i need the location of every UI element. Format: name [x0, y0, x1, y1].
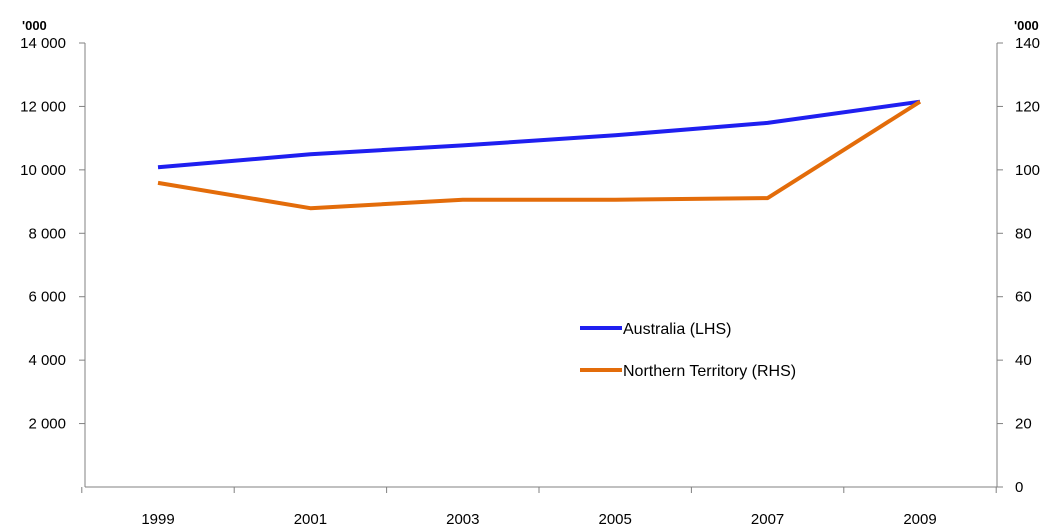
right-tick-label: 100: [1015, 162, 1040, 179]
right-tick-label: 60: [1015, 289, 1032, 306]
x-tick-label: 2001: [294, 511, 327, 528]
x-tick-label: 2005: [599, 511, 632, 528]
left-tick-label: 10 000: [20, 162, 66, 179]
series-line-northern-territory-rhs: [157, 100, 922, 211]
right-tick-label: 40: [1015, 352, 1032, 369]
left-tick-label: 4 000: [28, 352, 66, 369]
left-axis-unit: '000: [22, 18, 47, 33]
right-tick-label: 140: [1015, 35, 1040, 52]
legend: Australia (LHS) Northern Territory (RHS): [580, 321, 796, 380]
series-layer: [157, 99, 922, 211]
x-tick-label: 2009: [903, 511, 936, 528]
left-axis-ticks: 2 000 4 000 6 000 8 000 10 000 12 000 14 000: [20, 35, 85, 433]
series-line-australia-lhs: [157, 99, 921, 170]
left-tick-label: 12 000: [20, 98, 66, 115]
right-axis-unit: '000: [1014, 18, 1039, 33]
legend-label: Northern Territory (RHS): [623, 363, 796, 380]
x-axis-ticks: 1999 2001 2003 2005 2007 2009: [81, 487, 997, 528]
x-tick-label: 1999: [141, 511, 174, 528]
x-tick-label: 2003: [446, 511, 479, 528]
right-axis-ticks: 0 20 40 60 80 100 120 140: [997, 35, 1040, 496]
x-tick-label: 2007: [751, 511, 784, 528]
left-tick-label: 6 000: [28, 289, 66, 306]
left-tick-label: 14 000: [20, 35, 66, 52]
right-tick-label: 20: [1015, 416, 1032, 433]
right-tick-label: 80: [1015, 225, 1032, 242]
right-tick-label: 0: [1015, 479, 1023, 496]
axes: [84, 43, 998, 488]
right-tick-label: 120: [1015, 98, 1040, 115]
legend-label: Australia (LHS): [623, 321, 731, 338]
left-tick-label: 2 000: [28, 416, 66, 433]
left-tick-label: 8 000: [28, 225, 66, 242]
